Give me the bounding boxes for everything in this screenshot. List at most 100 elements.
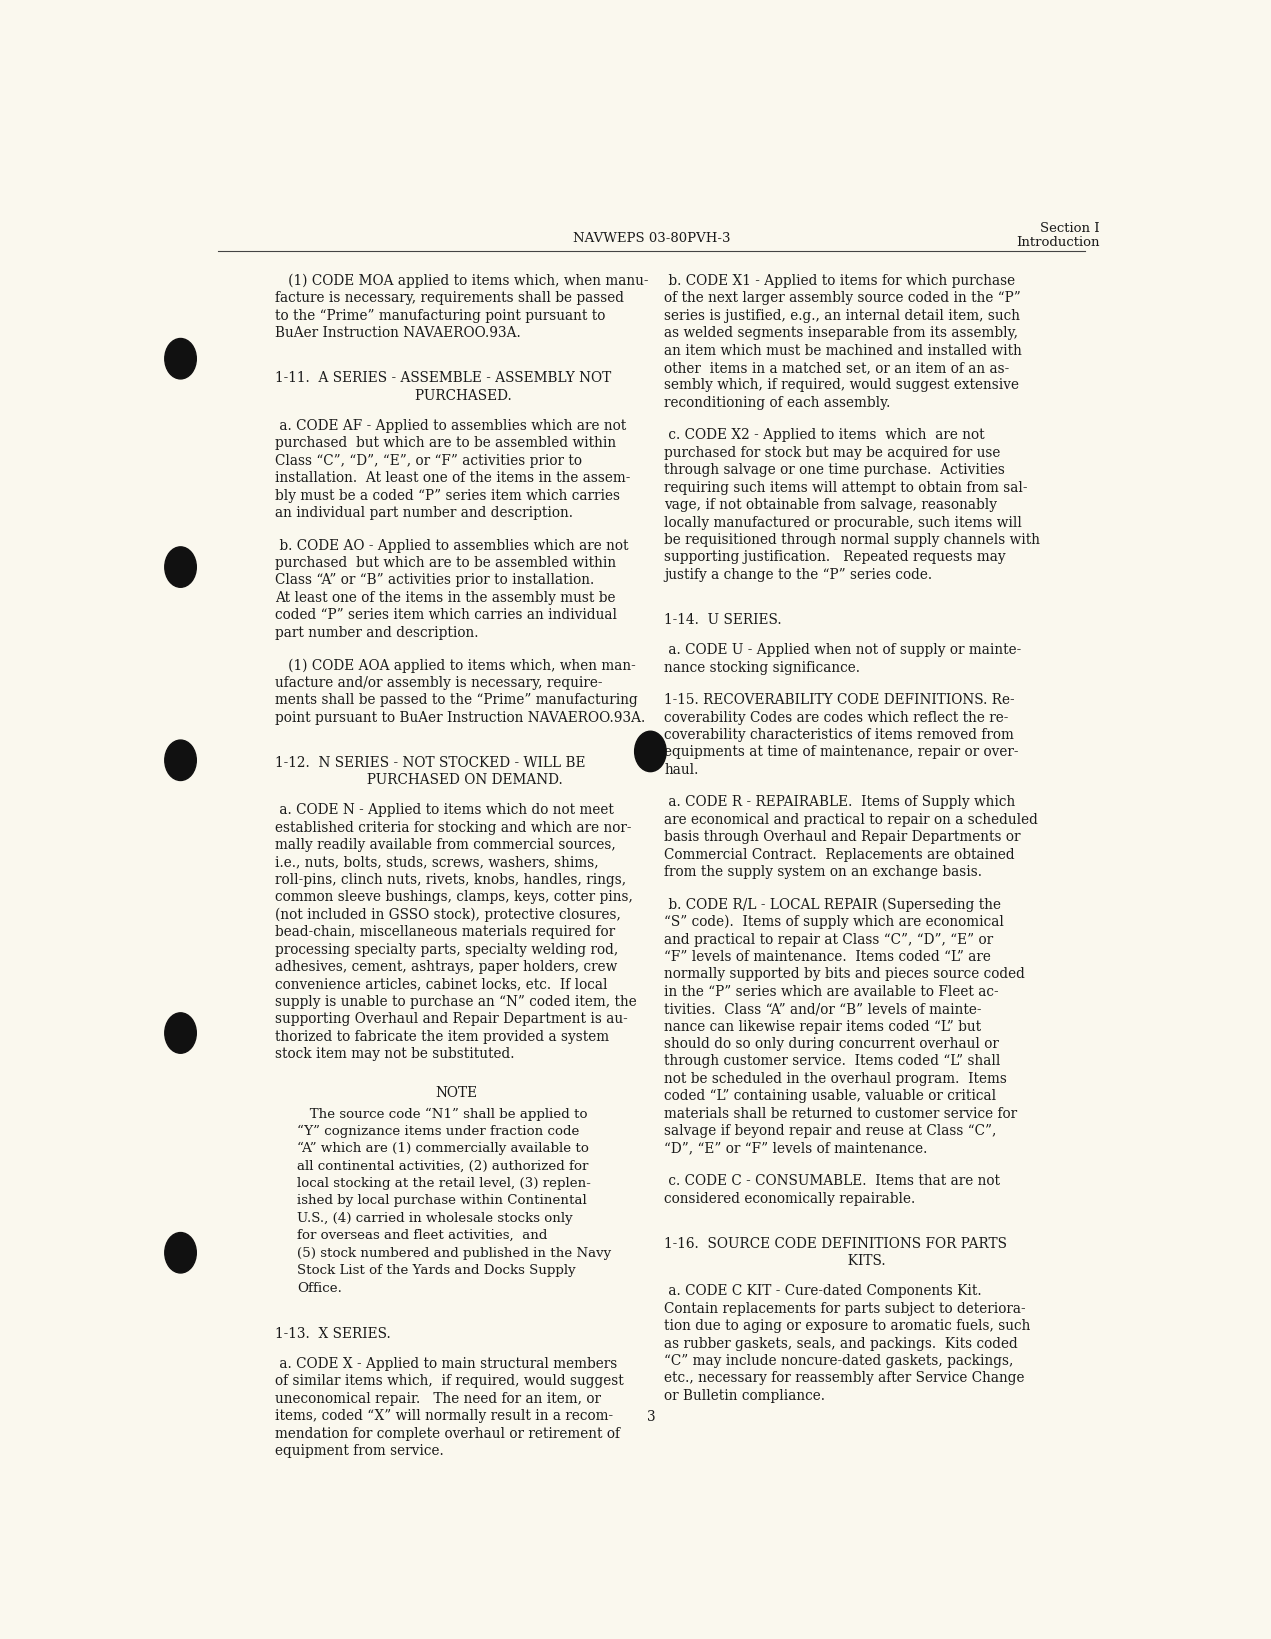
Text: supporting justification.   Repeated requests may: supporting justification. Repeated reque…: [665, 551, 1005, 564]
Text: Commercial Contract.  Replacements are obtained: Commercial Contract. Replacements are ob…: [665, 847, 1014, 860]
Text: U.S., (4) carried in wholesale stocks only: U.S., (4) carried in wholesale stocks on…: [297, 1211, 572, 1224]
Text: an item which must be machined and installed with: an item which must be machined and insta…: [665, 343, 1022, 357]
Text: salvage if beyond repair and reuse at Class “C”,: salvage if beyond repair and reuse at Cl…: [665, 1123, 996, 1137]
Text: (not included in GSSO stock), protective closures,: (not included in GSSO stock), protective…: [275, 908, 622, 921]
Text: considered economically repairable.: considered economically repairable.: [665, 1192, 915, 1205]
Text: i.e., nuts, bolts, studs, screws, washers, shims,: i.e., nuts, bolts, studs, screws, washer…: [275, 856, 599, 869]
Text: reconditioning of each assembly.: reconditioning of each assembly.: [665, 395, 891, 410]
Text: NAVWEPS 03-80PVH-3: NAVWEPS 03-80PVH-3: [573, 231, 730, 244]
Text: roll-pins, clinch nuts, rivets, knobs, handles, rings,: roll-pins, clinch nuts, rivets, knobs, h…: [275, 872, 627, 887]
Text: be requisitioned through normal supply channels with: be requisitioned through normal supply c…: [665, 533, 1040, 547]
Text: a. CODE C KIT - Cure-dated Components Kit.: a. CODE C KIT - Cure-dated Components Ki…: [665, 1283, 981, 1298]
Text: purchased for stock but may be acquired for use: purchased for stock but may be acquired …: [665, 446, 1000, 459]
Text: through salvage or one time purchase.  Activities: through salvage or one time purchase. Ac…: [665, 462, 1005, 477]
Text: etc., necessary for reassembly after Service Change: etc., necessary for reassembly after Ser…: [665, 1370, 1024, 1385]
Text: KITS.: KITS.: [665, 1254, 886, 1267]
Text: requiring such items will attempt to obtain from sal-: requiring such items will attempt to obt…: [665, 480, 1028, 495]
Text: as welded segments inseparable from its assembly,: as welded segments inseparable from its …: [665, 326, 1018, 339]
Text: from the supply system on an exchange basis.: from the supply system on an exchange ba…: [665, 864, 982, 879]
Text: other  items in a matched set, or an item of an as-: other items in a matched set, or an item…: [665, 361, 1009, 375]
Text: tivities.  Class “A” and/or “B” levels of mainte-: tivities. Class “A” and/or “B” levels of…: [665, 1001, 981, 1016]
Text: uneconomical repair.   The need for an item, or: uneconomical repair. The need for an ite…: [275, 1392, 601, 1405]
Text: materials shall be returned to customer service for: materials shall be returned to customer …: [665, 1106, 1017, 1119]
Text: PURCHASED ON DEMAND.: PURCHASED ON DEMAND.: [275, 772, 563, 787]
Text: part number and description.: part number and description.: [275, 624, 479, 639]
Text: vage, if not obtainable from salvage, reasonably: vage, if not obtainable from salvage, re…: [665, 498, 998, 511]
Text: Stock List of the Yards and Docks Supply: Stock List of the Yards and Docks Supply: [297, 1264, 576, 1277]
Text: coded “L” containing usable, valuable or critical: coded “L” containing usable, valuable or…: [665, 1088, 996, 1103]
Text: normally supported by bits and pieces source coded: normally supported by bits and pieces so…: [665, 967, 1026, 980]
Text: BuAer Instruction NAVAEROO.93A.: BuAer Instruction NAVAEROO.93A.: [275, 326, 521, 339]
Text: coded “P” series item which carries an individual: coded “P” series item which carries an i…: [275, 608, 618, 621]
Text: basis through Overhaul and Repair Departments or: basis through Overhaul and Repair Depart…: [665, 829, 1021, 844]
Text: for overseas and fleet activities,  and: for overseas and fleet activities, and: [297, 1229, 547, 1241]
Text: are economical and practical to repair on a scheduled: are economical and practical to repair o…: [665, 813, 1038, 826]
Text: coverability characteristics of items removed from: coverability characteristics of items re…: [665, 728, 1014, 741]
Text: Office.: Office.: [297, 1280, 342, 1293]
Circle shape: [165, 1013, 196, 1054]
Circle shape: [165, 547, 196, 588]
Text: established criteria for stocking and which are nor-: established criteria for stocking and wh…: [275, 820, 632, 834]
Text: common sleeve bushings, clamps, keys, cotter pins,: common sleeve bushings, clamps, keys, co…: [275, 890, 633, 903]
Text: series is justified, e.g., an internal detail item, such: series is justified, e.g., an internal d…: [665, 308, 1021, 323]
Text: (5) stock numbered and published in the Navy: (5) stock numbered and published in the …: [297, 1246, 611, 1259]
Text: convenience articles, cabinet locks, etc.  If local: convenience articles, cabinet locks, etc…: [275, 977, 608, 992]
Text: (1) CODE AOA applied to items which, when man-: (1) CODE AOA applied to items which, whe…: [275, 657, 636, 672]
Text: ished by local purchase within Continental: ished by local purchase within Continent…: [297, 1193, 586, 1206]
Text: a. CODE R - REPAIRABLE.  Items of Supply which: a. CODE R - REPAIRABLE. Items of Supply …: [665, 795, 1016, 810]
Text: not be scheduled in the overhaul program.  Items: not be scheduled in the overhaul program…: [665, 1072, 1007, 1085]
Text: haul.: haul.: [665, 762, 699, 777]
Text: through customer service.  Items coded “L” shall: through customer service. Items coded “L…: [665, 1054, 1000, 1069]
Circle shape: [165, 741, 196, 782]
Text: 1-12.  N SERIES - NOT STOCKED - WILL BE: 1-12. N SERIES - NOT STOCKED - WILL BE: [275, 756, 586, 769]
Text: Section I: Section I: [1040, 221, 1099, 234]
Text: mally readily available from commercial sources,: mally readily available from commercial …: [275, 838, 616, 852]
Text: 1-11.  A SERIES - ASSEMBLE - ASSEMBLY NOT: 1-11. A SERIES - ASSEMBLE - ASSEMBLY NOT: [275, 370, 611, 385]
Text: “D”, “E” or “F” levels of maintenance.: “D”, “E” or “F” levels of maintenance.: [665, 1141, 928, 1155]
Text: c. CODE C - CONSUMABLE.  Items that are not: c. CODE C - CONSUMABLE. Items that are n…: [665, 1174, 1000, 1188]
Text: of similar items which,  if required, would suggest: of similar items which, if required, wou…: [275, 1373, 624, 1387]
Text: mendation for complete overhaul or retirement of: mendation for complete overhaul or retir…: [275, 1426, 620, 1439]
Text: c. CODE X2 - Applied to items  which  are not: c. CODE X2 - Applied to items which are …: [665, 428, 985, 443]
Text: ufacture and/or assembly is necessary, require-: ufacture and/or assembly is necessary, r…: [275, 675, 602, 690]
Text: Class “A” or “B” activities prior to installation.: Class “A” or “B” activities prior to ins…: [275, 574, 595, 587]
Text: purchased  but which are to be assembled within: purchased but which are to be assembled …: [275, 436, 616, 451]
Text: (1) CODE MOA applied to items which, when manu-: (1) CODE MOA applied to items which, whe…: [275, 274, 648, 288]
Text: stock item may not be substituted.: stock item may not be substituted.: [275, 1047, 515, 1060]
Circle shape: [165, 1233, 196, 1274]
Text: a. CODE X - Applied to main structural members: a. CODE X - Applied to main structural m…: [275, 1355, 618, 1370]
Text: an individual part number and description.: an individual part number and descriptio…: [275, 505, 573, 520]
Text: ments shall be passed to the “Prime” manufacturing: ments shall be passed to the “Prime” man…: [275, 693, 638, 706]
Text: sembly which, if required, would suggest extensive: sembly which, if required, would suggest…: [665, 379, 1019, 392]
Text: to the “Prime” manufacturing point pursuant to: to the “Prime” manufacturing point pursu…: [275, 308, 605, 323]
Text: 1-14.  U SERIES.: 1-14. U SERIES.: [665, 613, 782, 626]
Text: all continental activities, (2) authorized for: all continental activities, (2) authoriz…: [297, 1159, 588, 1172]
Text: 1-13.  X SERIES.: 1-13. X SERIES.: [275, 1326, 391, 1341]
Text: in the “P” series which are available to Fleet ac-: in the “P” series which are available to…: [665, 983, 999, 998]
Text: or Bulletin compliance.: or Bulletin compliance.: [665, 1388, 825, 1401]
Text: point pursuant to BuAer Instruction NAVAEROO.93A.: point pursuant to BuAer Instruction NAVA…: [275, 710, 646, 724]
Text: processing specialty parts, specialty welding rod,: processing specialty parts, specialty we…: [275, 942, 619, 956]
Text: items, coded “X” will normally result in a recom-: items, coded “X” will normally result in…: [275, 1408, 613, 1423]
Text: bly must be a coded “P” series item which carries: bly must be a coded “P” series item whic…: [275, 488, 620, 502]
Text: coverability Codes are codes which reflect the re-: coverability Codes are codes which refle…: [665, 710, 1009, 724]
Text: should do so only during concurrent overhaul or: should do so only during concurrent over…: [665, 1036, 999, 1051]
Text: facture is necessary, requirements shall be passed: facture is necessary, requirements shall…: [275, 292, 624, 305]
Text: and practical to repair at Class “C”, “D”, “E” or: and practical to repair at Class “C”, “D…: [665, 933, 994, 946]
Text: installation.  At least one of the items in the assem-: installation. At least one of the items …: [275, 470, 630, 485]
Circle shape: [634, 731, 666, 772]
Text: supporting Overhaul and Repair Department is au-: supporting Overhaul and Repair Departmen…: [275, 1011, 628, 1026]
Text: nance stocking significance.: nance stocking significance.: [665, 661, 860, 674]
Text: 1-16.  SOURCE CODE DEFINITIONS FOR PARTS: 1-16. SOURCE CODE DEFINITIONS FOR PARTS: [665, 1236, 1007, 1251]
Text: The source code “N1” shall be applied to: The source code “N1” shall be applied to: [297, 1106, 587, 1119]
Text: b. CODE X1 - Applied to items for which purchase: b. CODE X1 - Applied to items for which …: [665, 274, 1016, 288]
Text: a. CODE AF - Applied to assemblies which are not: a. CODE AF - Applied to assemblies which…: [275, 418, 627, 433]
Text: Contain replacements for parts subject to deteriora-: Contain replacements for parts subject t…: [665, 1301, 1026, 1314]
Text: a. CODE U - Applied when not of supply or mainte-: a. CODE U - Applied when not of supply o…: [665, 642, 1022, 657]
Text: “A” which are (1) commercially available to: “A” which are (1) commercially available…: [297, 1141, 588, 1154]
Text: “S” code).  Items of supply which are economical: “S” code). Items of supply which are eco…: [665, 915, 1004, 929]
Text: supply is unable to purchase an “N” coded item, the: supply is unable to purchase an “N” code…: [275, 995, 637, 1008]
Text: PURCHASED.: PURCHASED.: [275, 388, 512, 403]
Text: thorized to fabricate the item provided a system: thorized to fabricate the item provided …: [275, 1029, 609, 1042]
Text: b. CODE R/L - LOCAL REPAIR (Superseding the: b. CODE R/L - LOCAL REPAIR (Superseding …: [665, 897, 1002, 911]
